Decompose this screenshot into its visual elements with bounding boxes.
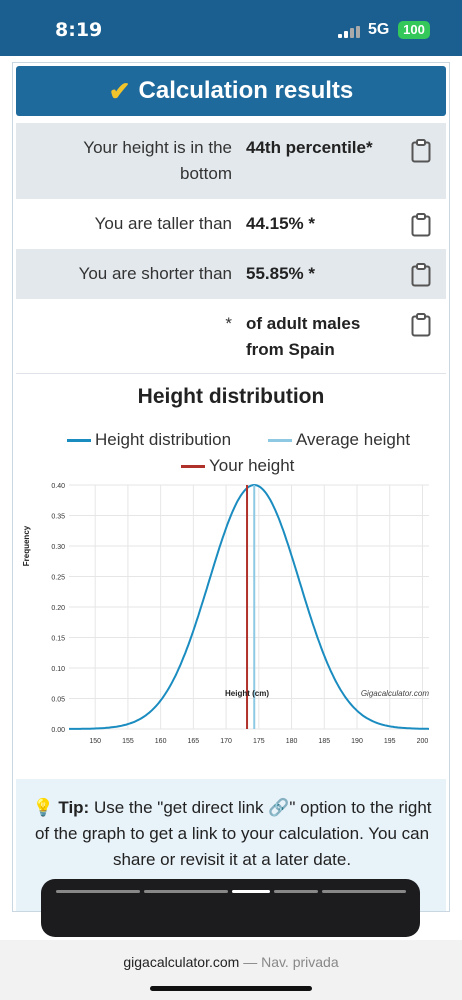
results-header: ✔ Calculation results (16, 66, 446, 116)
copy-clipboard-icon[interactable] (411, 213, 431, 237)
distribution-curve (69, 483, 430, 730)
result-row-shorter: You are shorter than 55.85% * (16, 249, 446, 299)
result-label: You are shorter than (78, 264, 232, 283)
result-row-population: * of adult males from Spain (16, 299, 446, 374)
y-tick-label: 0.10 (51, 666, 65, 673)
x-tick-label: 155 (122, 738, 134, 745)
copy-clipboard-icon[interactable] (411, 313, 431, 337)
legend-label: Average height (296, 430, 411, 449)
result-value: 44th percentile* (246, 138, 373, 157)
x-tick-label: 150 (89, 738, 101, 745)
legend-swatch (67, 439, 91, 443)
legend-item-distribution[interactable]: Height distribution (67, 430, 231, 450)
chart-title: Height distribution (137, 385, 325, 408)
result-row-percentile: Your height is in the bottom 44th percen… (16, 123, 446, 199)
y-tick-label: 0.15 (51, 636, 65, 643)
results-card: ✔ Calculation results Your height is in … (12, 62, 450, 912)
x-tick-label: 165 (188, 738, 200, 745)
legend-swatch (181, 465, 205, 469)
y-tick-label: 0.40 (51, 483, 65, 490)
overlay-segment-active (232, 890, 270, 893)
y-tick-label: 0.20 (51, 605, 65, 612)
url-text: gigacalculator.com (123, 954, 240, 970)
status-time: 8:19 (55, 19, 103, 41)
legend-item-yours[interactable]: Your height (181, 456, 294, 476)
result-row-taller: You are taller than 44.15% * (16, 199, 446, 249)
home-indicator[interactable] (150, 986, 312, 991)
result-value: 55.85% * (246, 264, 315, 283)
result-value: 44.15% * (246, 214, 315, 233)
y-tick-label: 0.30 (51, 544, 65, 551)
y-tick-label: 0.05 (51, 697, 65, 704)
chart-credit: Gigacalculator.com (361, 689, 430, 698)
overlay-segment (274, 890, 318, 893)
copy-clipboard-icon[interactable] (411, 139, 431, 163)
x-tick-label: 195 (384, 738, 396, 745)
legend-label: Your height (209, 456, 295, 475)
result-value: of adult males from Spain (246, 314, 361, 359)
legend-swatch (268, 439, 292, 443)
y-axis-label: Frequency (22, 525, 31, 566)
x-axis-label: Height (cm) (225, 689, 269, 698)
battery-icon: 100 (398, 21, 430, 39)
status-bar: 8:19 5G 100 (0, 0, 462, 56)
x-tick-label: 190 (351, 738, 363, 745)
x-tick-label: 180 (286, 738, 298, 745)
url-bar[interactable]: gigacalculator.com — Nav. privada (0, 954, 462, 970)
browser-bottom-bar: gigacalculator.com — Nav. privada (0, 940, 462, 1000)
x-tick-label: 200 (417, 738, 429, 745)
overlay-segment (322, 890, 406, 893)
y-tick-labels: 0.00 0.05 0.10 0.15 0.20 0.25 0.30 0.35 0.40 (51, 483, 65, 734)
tip-text-before: Use the "get direct link (93, 798, 264, 817)
overlay-segment (56, 890, 140, 893)
check-icon: ✔ (108, 75, 131, 106)
x-tick-labels: 150 155 160 165 170 175 180 185 190 195 200 (89, 738, 428, 745)
legend-item-average[interactable]: Average height (268, 430, 410, 450)
chart-grid (69, 484, 429, 730)
y-tick-label: 0.25 (51, 575, 65, 582)
lightbulb-icon: 💡 (32, 798, 54, 817)
page: ✔ Calculation results Your height is in … (0, 56, 462, 940)
x-tick-label: 160 (155, 738, 167, 745)
network-label: 5G (368, 21, 390, 38)
private-mode-label: — Nav. privada (243, 954, 339, 970)
x-tick-label: 185 (318, 738, 330, 745)
link-icon: 🔗 (268, 798, 290, 817)
scroll-overlay-bar[interactable] (41, 879, 420, 937)
height-distribution-chart: 0.00 0.05 0.10 0.15 0.20 0.25 0.30 0.35 0.40 150… (22, 483, 430, 745)
y-tick-label: 0.35 (51, 514, 65, 521)
result-label: You are taller than (94, 214, 232, 233)
result-label: * (225, 314, 232, 333)
tip-label: Tip: (58, 798, 90, 817)
signal-icon (338, 26, 362, 38)
x-tick-label: 175 (253, 738, 265, 745)
x-tick-label: 170 (220, 738, 232, 745)
legend-label: Height distribution (95, 430, 232, 449)
y-tick-label: 0.00 (51, 727, 65, 734)
results-title: Calculation results (138, 77, 354, 104)
tip-text-after: " option to the right of the graph to ge… (34, 798, 432, 869)
result-label: Your height is in the bottom (83, 138, 232, 183)
copy-clipboard-icon[interactable] (411, 263, 431, 287)
overlay-segment (144, 890, 228, 893)
